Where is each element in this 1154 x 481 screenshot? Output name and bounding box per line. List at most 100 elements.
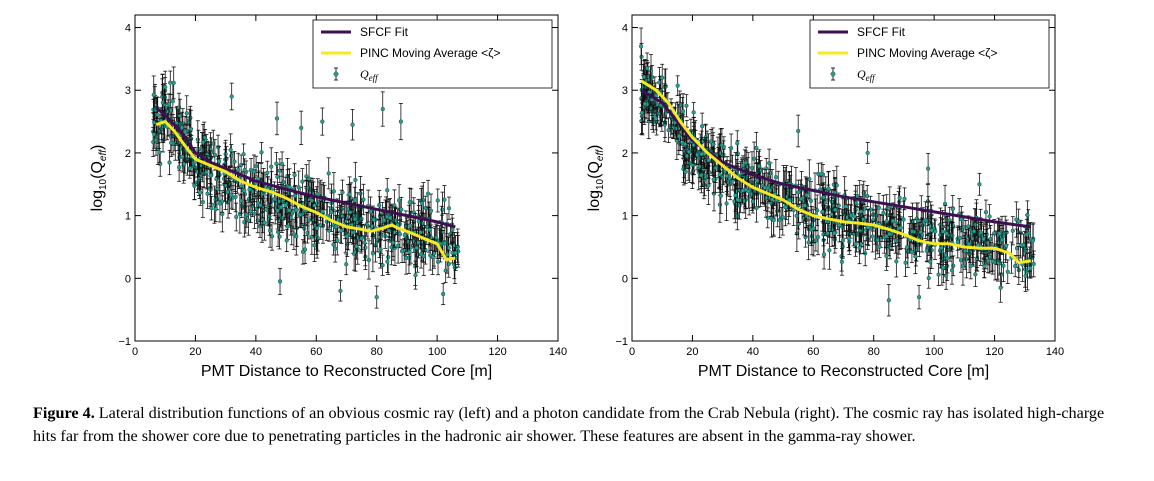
data-point bbox=[453, 235, 458, 271]
data-marker bbox=[1013, 263, 1018, 269]
data-marker bbox=[416, 240, 421, 245]
data-marker bbox=[347, 192, 352, 197]
data-marker bbox=[983, 210, 989, 215]
data-marker bbox=[151, 92, 156, 97]
y-tick-label: 0 bbox=[125, 273, 131, 285]
data-marker bbox=[198, 190, 203, 195]
data-point bbox=[274, 152, 279, 176]
data-point bbox=[158, 151, 163, 177]
legend-fit-label: SFCF Fit bbox=[360, 25, 409, 39]
data-marker bbox=[311, 217, 316, 222]
data-point bbox=[368, 196, 373, 227]
data-marker bbox=[881, 210, 886, 215]
data-marker bbox=[312, 243, 317, 248]
data-point bbox=[151, 75, 156, 115]
data-marker bbox=[399, 249, 405, 254]
x-axis-label: PMT Distance to Reconstructed Core [m] bbox=[201, 363, 492, 380]
data-marker bbox=[335, 238, 340, 243]
data-marker bbox=[287, 208, 292, 213]
data-marker bbox=[314, 226, 320, 231]
data-marker bbox=[377, 203, 382, 208]
data-marker bbox=[204, 152, 210, 158]
data-marker bbox=[331, 189, 336, 194]
data-point bbox=[344, 253, 349, 276]
data-point bbox=[807, 159, 812, 199]
data-marker bbox=[361, 197, 366, 202]
data-point bbox=[450, 217, 455, 243]
data-marker bbox=[169, 140, 174, 145]
data-marker bbox=[246, 218, 251, 223]
data-marker bbox=[283, 203, 288, 208]
data-point bbox=[402, 221, 407, 249]
data-marker bbox=[386, 254, 391, 260]
data-marker bbox=[200, 148, 205, 153]
data-point bbox=[200, 186, 205, 218]
data-marker bbox=[419, 200, 425, 206]
data-marker bbox=[327, 228, 332, 233]
data-marker bbox=[290, 211, 295, 216]
data-point bbox=[339, 217, 344, 244]
data-marker bbox=[252, 211, 257, 216]
legend-point-marker bbox=[333, 71, 339, 77]
data-point bbox=[331, 172, 336, 211]
data-point bbox=[217, 184, 223, 223]
data-point bbox=[306, 160, 312, 198]
data-point bbox=[274, 101, 280, 136]
data-marker bbox=[381, 218, 387, 223]
data-marker bbox=[359, 216, 364, 221]
data-marker bbox=[320, 119, 325, 124]
data-point bbox=[166, 93, 172, 116]
data-marker bbox=[171, 80, 176, 85]
data-marker bbox=[358, 191, 363, 196]
data-point bbox=[213, 196, 218, 223]
data-marker bbox=[182, 129, 188, 134]
data-marker bbox=[293, 193, 298, 198]
data-point bbox=[333, 234, 338, 263]
data-marker bbox=[228, 147, 233, 153]
data-point bbox=[350, 109, 355, 141]
data-marker bbox=[242, 188, 247, 193]
data-marker bbox=[229, 94, 234, 99]
data-point bbox=[338, 280, 343, 302]
data-point bbox=[326, 157, 331, 190]
data-marker bbox=[320, 209, 325, 214]
data-point bbox=[269, 147, 274, 186]
x-tick-label: 140 bbox=[549, 346, 567, 358]
data-marker bbox=[699, 139, 705, 144]
data-point bbox=[396, 184, 402, 217]
data-marker bbox=[251, 169, 257, 174]
data-marker bbox=[333, 246, 338, 251]
data-point bbox=[228, 133, 233, 167]
data-point bbox=[386, 219, 392, 242]
data-point bbox=[299, 110, 304, 145]
data-point bbox=[932, 218, 937, 239]
data-marker bbox=[390, 240, 396, 245]
data-point bbox=[351, 220, 356, 244]
data-marker bbox=[815, 208, 820, 213]
data-marker bbox=[662, 122, 667, 127]
data-marker bbox=[680, 114, 685, 119]
data-marker bbox=[453, 250, 458, 256]
data-marker bbox=[370, 251, 375, 256]
data-point bbox=[374, 285, 379, 309]
data-point bbox=[233, 181, 238, 213]
data-marker bbox=[329, 210, 334, 215]
data-point bbox=[865, 185, 870, 208]
data-point bbox=[881, 194, 886, 231]
data-marker bbox=[380, 263, 385, 268]
data-marker bbox=[277, 234, 282, 239]
data-point bbox=[209, 195, 214, 221]
data-point bbox=[398, 103, 403, 141]
data-point bbox=[353, 161, 358, 199]
legend-box bbox=[312, 19, 553, 89]
data-marker bbox=[248, 209, 253, 214]
data-point bbox=[386, 239, 391, 275]
data-point bbox=[435, 188, 440, 213]
y-label-close: ) bbox=[89, 145, 106, 150]
x-tick-label: 60 bbox=[310, 346, 322, 358]
data-marker bbox=[648, 68, 654, 74]
data-marker bbox=[296, 185, 301, 190]
data-point bbox=[441, 282, 446, 305]
data-marker bbox=[306, 185, 311, 190]
